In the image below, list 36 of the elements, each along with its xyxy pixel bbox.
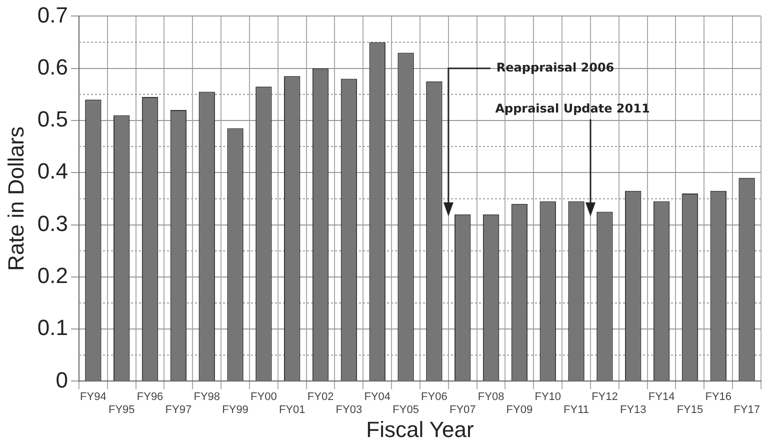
x-tick-label: FY96 [136,390,164,403]
y-tick-label: 0.6 [37,54,68,80]
x-tick-label: FY11 [564,404,590,416]
y-axis-title: Rate in Dollars [3,126,28,271]
annotation: Reappraisal 2006 [496,60,614,75]
x-tick-label: FY00 [250,390,277,403]
x-tick-label: FY13 [620,404,646,416]
x-tick-label: FY02 [307,390,334,403]
x-tick-label: FY06 [421,390,448,403]
x-axis-title: Fiscal Year [366,416,474,442]
x-tick-label: FY17 [734,404,760,416]
y-tick-label: 0 [56,367,68,392]
x-tick-label: FY07 [449,404,476,416]
x-tick-label: FY04 [364,390,391,403]
x-tick-label: FY01 [278,404,306,416]
x-tick-label: FY12 [592,390,618,403]
y-tick-label: 0.1 [37,315,68,340]
y-tick-label: 0.7 [37,2,68,28]
x-tick-label: FY10 [534,390,562,403]
y-tick-label: 0.2 [37,262,68,288]
x-tick-label: FY14 [648,390,675,403]
x-tick-label: FY16 [705,390,732,403]
x-tick-label: FY97 [165,404,192,416]
x-tick-label: FY95 [108,404,135,416]
x-tick-label: FY03 [336,404,362,416]
x-tick-label: FY08 [478,390,504,403]
y-tick-label: 0.4 [37,158,68,184]
y-tick-label: 0.3 [37,210,68,236]
x-tick-label: FY15 [676,404,704,416]
y-tick-label: 0.5 [37,106,68,132]
x-tick-label: FY94 [80,390,106,403]
x-tick-label: FY98 [194,390,220,403]
x-tick-label: FY99 [222,404,248,416]
x-tick-label: FY09 [506,404,533,416]
annotation: Appraisal Update 2011 [495,101,650,116]
x-tick-label: FY05 [392,404,419,416]
